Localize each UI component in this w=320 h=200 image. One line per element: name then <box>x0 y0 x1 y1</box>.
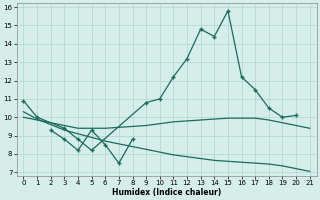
X-axis label: Humidex (Indice chaleur): Humidex (Indice chaleur) <box>112 188 221 197</box>
